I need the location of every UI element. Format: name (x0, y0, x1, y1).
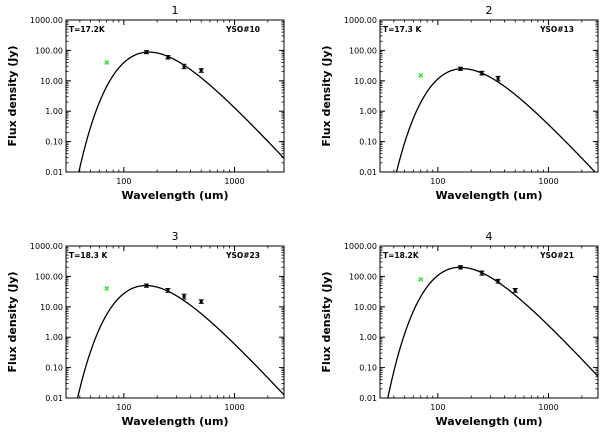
x-tick-label: 1000 (538, 403, 558, 412)
panel-title: 1 (172, 4, 179, 17)
x-tick-label: 100 (116, 403, 131, 412)
y-tick-label: 0.01 (45, 394, 63, 403)
panel-title: 2 (486, 4, 493, 17)
x-axis-title: Wavelength (um) (436, 189, 543, 202)
y-tick-label: 1000.00 (344, 16, 377, 25)
data-point (458, 265, 462, 269)
y-tick-label: 10.00 (354, 77, 377, 86)
model-curve (76, 284, 284, 398)
source-label: YSO#10 (225, 25, 260, 34)
y-tick-label: 0.10 (359, 138, 377, 147)
y-axis-title: Flux density (Jy) (6, 271, 19, 372)
x-tick-label: 100 (430, 403, 445, 412)
y-tick-label: 10.00 (354, 303, 377, 312)
y-tick-label: 10.00 (40, 303, 63, 312)
y-axis-title: Flux density (Jy) (320, 45, 333, 146)
plot-frame (379, 19, 599, 173)
x-tick-label: 100 (116, 177, 131, 186)
source-label: YSO#13 (539, 25, 574, 34)
y-axis-title: Flux density (Jy) (6, 45, 19, 146)
data-point (496, 279, 500, 283)
y-tick-label: 1.00 (359, 107, 377, 116)
excluded-data-point (104, 60, 110, 65)
data-point (144, 50, 148, 54)
temperature-label: T=18.2K (383, 251, 420, 260)
data-point (458, 67, 462, 71)
chart-panel-3: 3 0.01 0.10 1.00 10.00 100.00 1000.00 100 1000 Wa… (6, 230, 285, 428)
excluded-data-point (418, 72, 424, 78)
temperature-label: T=18.3 K (69, 251, 109, 260)
data-point (144, 284, 148, 288)
plot-frame (65, 19, 285, 173)
x-axis-title: Wavelength (um) (122, 415, 229, 428)
source-label: YSO#23 (225, 251, 260, 260)
y-tick-label: 10.00 (40, 77, 63, 86)
x-axis-title: Wavelength (um) (436, 415, 543, 428)
x-tick-label: 1000 (538, 177, 558, 186)
data-point (166, 55, 170, 59)
chart-panel-4: 4 0.01 0.10 1.00 10.00 100.00 1000.00 100 1000 Wa… (320, 230, 599, 428)
panel-title: 3 (172, 230, 179, 243)
data-point (496, 76, 500, 80)
y-tick-label: 0.10 (359, 364, 377, 373)
data-point (166, 288, 170, 292)
excluded-data-point (104, 286, 110, 291)
y-tick-label: 1000.00 (30, 16, 63, 25)
data-point (182, 64, 186, 68)
x-tick-label: 1000 (224, 177, 244, 186)
y-tick-label: 100.00 (349, 46, 377, 55)
data-point (182, 294, 186, 298)
chart-panel-1: 1 0.01 0.10 1.00 10.00 100.00 1000.00 100 1000 Wa… (6, 4, 285, 202)
x-tick-label: 100 (430, 177, 445, 186)
data-point (199, 299, 203, 303)
data-point (513, 288, 517, 292)
panel-title: 4 (486, 230, 493, 243)
data-point (480, 271, 484, 275)
y-tick-label: 1.00 (359, 333, 377, 342)
plot-frame (379, 245, 599, 399)
model-curve (78, 51, 284, 172)
chart-panel-2: 2 0.01 0.10 1.00 10.00 100.00 1000.00 100 1000 Wa… (320, 4, 599, 202)
y-tick-label: 0.10 (45, 138, 63, 147)
y-tick-label: 0.10 (45, 364, 63, 373)
y-tick-label: 1000.00 (344, 242, 377, 251)
x-tick-label: 1000 (224, 403, 244, 412)
y-tick-label: 0.01 (359, 394, 377, 403)
data-point (199, 68, 203, 72)
plot-frame (65, 245, 285, 399)
temperature-label: T=17.3 K (383, 25, 423, 34)
y-tick-label: 100.00 (349, 272, 377, 281)
excluded-data-point (418, 276, 424, 282)
model-curve (395, 68, 596, 172)
y-tick-label: 1.00 (45, 333, 63, 342)
model-curve (387, 266, 598, 398)
y-axis-title: Flux density (Jy) (320, 271, 333, 372)
temperature-label: T=17.2K (69, 25, 106, 34)
y-tick-label: 100.00 (35, 272, 63, 281)
x-axis-title: Wavelength (um) (122, 189, 229, 202)
y-tick-label: 0.01 (45, 168, 63, 177)
y-tick-label: 1000.00 (30, 242, 63, 251)
y-tick-label: 100.00 (35, 46, 63, 55)
y-tick-label: 1.00 (45, 107, 63, 116)
data-point (480, 71, 484, 75)
y-tick-label: 0.01 (359, 168, 377, 177)
source-label: YSO#21 (539, 251, 574, 260)
